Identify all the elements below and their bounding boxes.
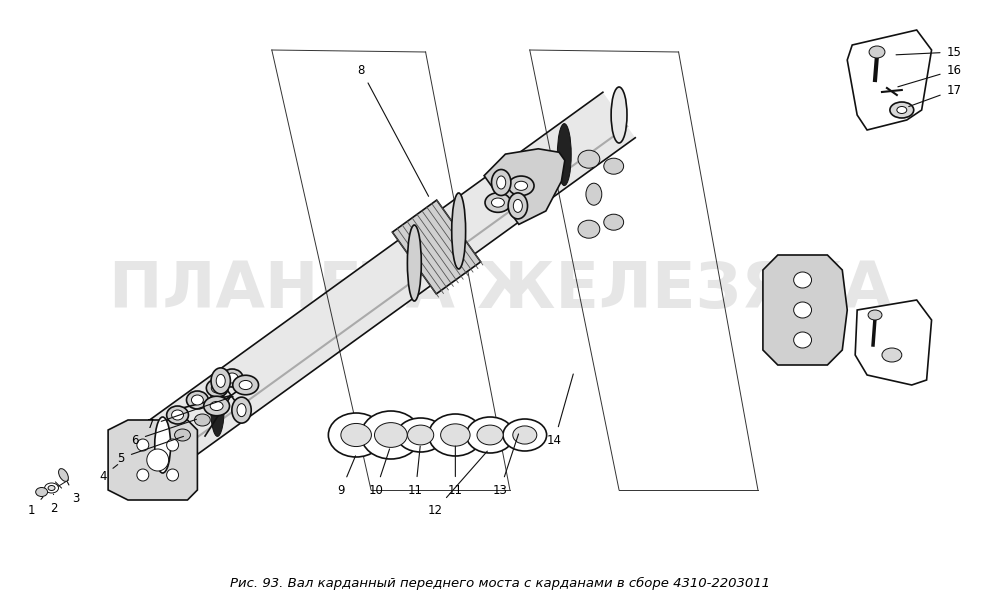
- Ellipse shape: [211, 368, 230, 394]
- Ellipse shape: [167, 439, 179, 451]
- Text: 2: 2: [50, 494, 57, 514]
- Ellipse shape: [232, 397, 251, 423]
- Ellipse shape: [204, 396, 230, 416]
- Ellipse shape: [147, 449, 169, 471]
- Text: 15: 15: [896, 45, 962, 59]
- Ellipse shape: [48, 485, 55, 490]
- Ellipse shape: [897, 107, 907, 113]
- Ellipse shape: [211, 383, 223, 393]
- Text: 16: 16: [898, 64, 962, 87]
- Ellipse shape: [868, 310, 882, 320]
- Ellipse shape: [466, 417, 514, 453]
- Ellipse shape: [513, 426, 537, 444]
- Ellipse shape: [503, 419, 547, 451]
- Ellipse shape: [137, 439, 149, 451]
- Polygon shape: [108, 420, 197, 500]
- Text: 9: 9: [338, 456, 356, 496]
- Ellipse shape: [328, 413, 384, 457]
- Ellipse shape: [794, 272, 812, 288]
- Text: 14: 14: [547, 374, 573, 447]
- Ellipse shape: [226, 373, 238, 383]
- Text: 11: 11: [448, 446, 463, 496]
- Ellipse shape: [237, 404, 246, 417]
- Ellipse shape: [216, 375, 225, 387]
- Ellipse shape: [508, 193, 528, 219]
- Polygon shape: [392, 200, 481, 294]
- Ellipse shape: [869, 46, 885, 58]
- Ellipse shape: [485, 193, 511, 212]
- Polygon shape: [855, 300, 932, 385]
- Polygon shape: [763, 255, 847, 365]
- Text: 6: 6: [131, 419, 196, 447]
- Ellipse shape: [212, 402, 228, 414]
- Text: 17: 17: [909, 84, 962, 107]
- Ellipse shape: [477, 425, 503, 445]
- Ellipse shape: [175, 429, 190, 441]
- Ellipse shape: [45, 483, 59, 493]
- Polygon shape: [484, 149, 565, 224]
- Ellipse shape: [361, 411, 421, 459]
- Ellipse shape: [239, 381, 252, 390]
- Ellipse shape: [441, 424, 470, 446]
- Ellipse shape: [578, 220, 600, 238]
- Ellipse shape: [210, 401, 223, 410]
- Text: 7: 7: [147, 396, 233, 431]
- Ellipse shape: [206, 379, 228, 397]
- Ellipse shape: [221, 369, 243, 387]
- Ellipse shape: [508, 176, 534, 196]
- Ellipse shape: [194, 414, 210, 426]
- Ellipse shape: [429, 414, 482, 456]
- Polygon shape: [146, 92, 635, 468]
- Ellipse shape: [191, 395, 203, 405]
- Ellipse shape: [604, 158, 624, 174]
- Polygon shape: [847, 30, 932, 130]
- Ellipse shape: [452, 193, 466, 269]
- Text: 13: 13: [493, 434, 519, 496]
- Ellipse shape: [578, 150, 600, 168]
- Ellipse shape: [882, 348, 902, 362]
- Ellipse shape: [233, 375, 259, 395]
- Ellipse shape: [341, 424, 371, 447]
- Ellipse shape: [492, 170, 511, 196]
- Text: 1: 1: [28, 497, 43, 516]
- Ellipse shape: [407, 225, 421, 301]
- Ellipse shape: [491, 198, 504, 207]
- Text: 10: 10: [369, 449, 390, 496]
- Ellipse shape: [137, 469, 149, 481]
- Ellipse shape: [408, 425, 434, 445]
- Ellipse shape: [794, 302, 812, 318]
- Ellipse shape: [497, 176, 506, 189]
- Text: 4: 4: [99, 465, 118, 482]
- Ellipse shape: [586, 183, 602, 205]
- Ellipse shape: [794, 332, 812, 348]
- Text: 11: 11: [408, 446, 423, 496]
- Ellipse shape: [155, 417, 171, 473]
- Text: Рис. 93. Вал карданный переднего моста с карданами в сборе 4310-2203011: Рис. 93. Вал карданный переднего моста с…: [230, 576, 770, 590]
- Ellipse shape: [515, 181, 528, 190]
- Text: 3: 3: [67, 482, 79, 505]
- Text: 12: 12: [428, 451, 487, 516]
- Ellipse shape: [611, 87, 627, 143]
- Ellipse shape: [172, 410, 184, 420]
- Ellipse shape: [36, 487, 48, 496]
- Ellipse shape: [890, 102, 914, 118]
- Ellipse shape: [186, 391, 208, 409]
- Ellipse shape: [210, 375, 224, 436]
- Ellipse shape: [604, 214, 624, 230]
- Ellipse shape: [167, 469, 179, 481]
- Ellipse shape: [374, 422, 407, 447]
- Ellipse shape: [397, 418, 444, 452]
- Text: ПЛАНЕТА ЖЕЛЕЗЯКА: ПЛАНЕТА ЖЕЛЕЗЯКА: [109, 259, 891, 321]
- Ellipse shape: [557, 124, 571, 185]
- Ellipse shape: [167, 406, 188, 424]
- Text: 5: 5: [117, 436, 184, 465]
- Text: 8: 8: [357, 64, 429, 196]
- Ellipse shape: [513, 199, 522, 212]
- Ellipse shape: [59, 468, 68, 481]
